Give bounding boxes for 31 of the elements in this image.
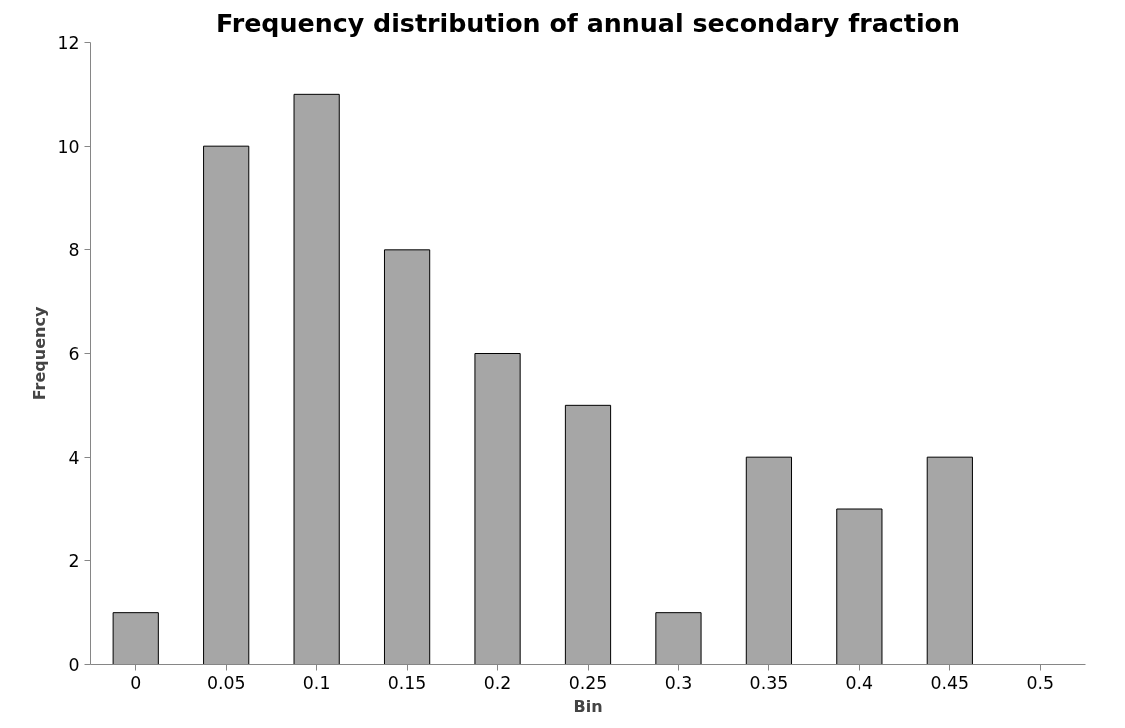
x-tick-label: 0.5 [1026,672,1055,693]
bar [564,404,612,665]
x-tick-label: 0.05 [206,672,246,693]
y-tick-label: 12 [57,33,80,53]
bar [383,249,431,665]
bar [655,612,702,665]
chart-title: Frequency distribution of annual secondary fraction [215,7,961,38]
y-tick-label: 4 [68,447,80,468]
x-tick-label: 0.25 [568,672,608,693]
bar [474,353,521,665]
bar [293,93,340,665]
y-tick-label: 10 [57,136,80,157]
bar [203,145,250,665]
x-tick-label: 0.45 [930,672,970,693]
bar [926,456,973,665]
y-tick-label: 8 [68,240,80,261]
x-tick-label: 0.15 [387,672,427,693]
x-tick-label: 0.3 [664,672,693,693]
y-tick-label: 6 [68,344,80,364]
x-tick-label: 0.2 [483,672,512,693]
x-tick-label: 0 [130,672,142,693]
x-axis-title: Bin [573,696,603,716]
y-tick-label: 2 [68,551,80,572]
y-tick-label: 0 [68,655,80,675]
bar [745,456,793,665]
bar [836,508,883,665]
x-tick-label: 0.35 [749,672,789,693]
y-axis-title: Frequency [30,306,50,401]
bar [112,612,159,665]
x-tick-label: 0.4 [845,672,874,693]
x-tick-label: 0.1 [302,672,331,693]
